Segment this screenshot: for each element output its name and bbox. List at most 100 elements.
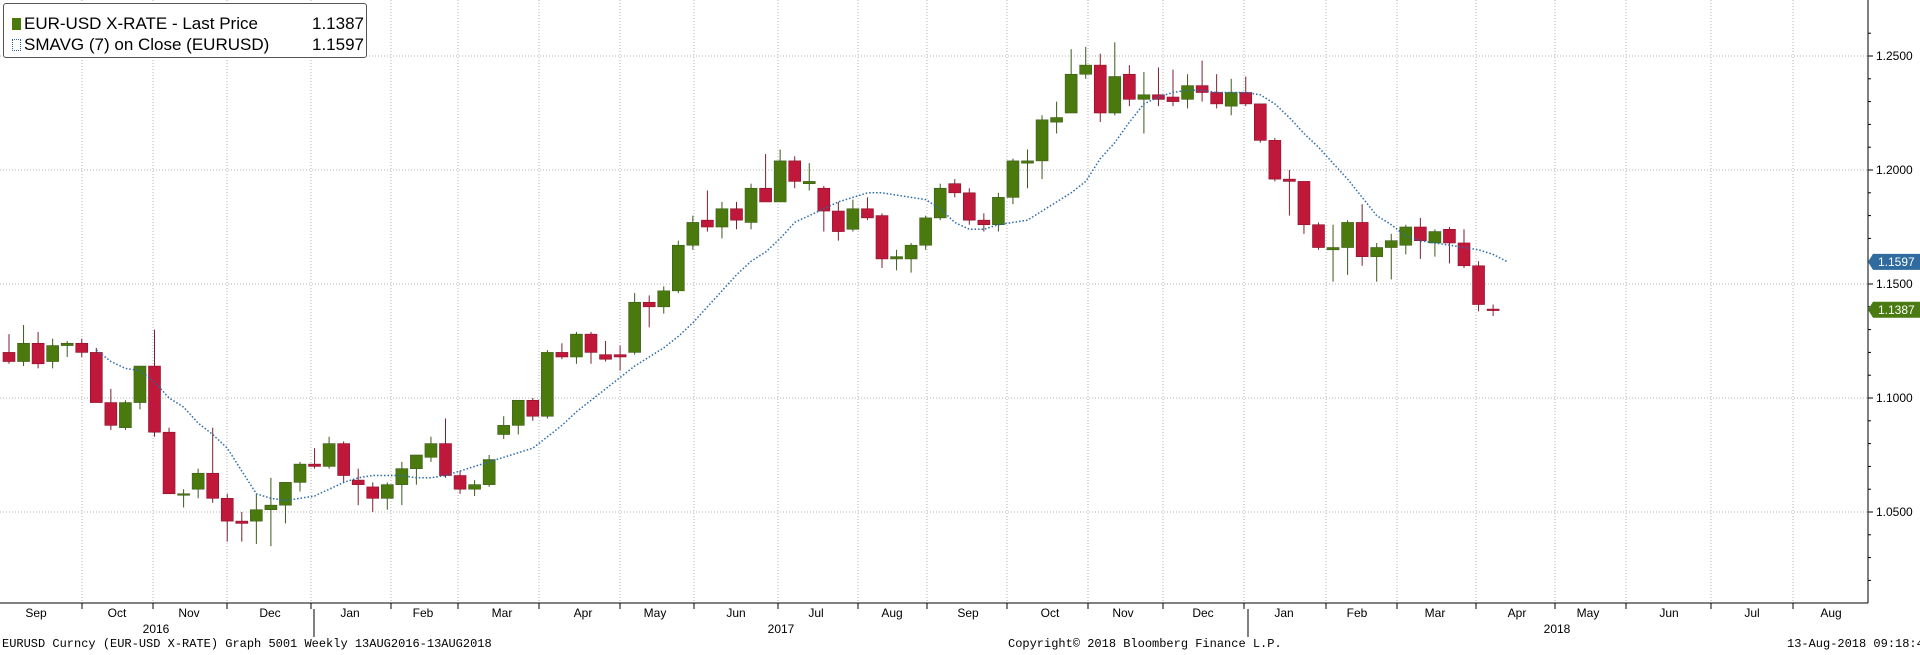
candle: [31, 331, 45, 369]
candle: [715, 201, 729, 239]
candle-body: [250, 509, 263, 522]
candle: [1079, 46, 1092, 79]
candle: [802, 163, 816, 191]
y-tick-label: 1.1500: [1876, 277, 1913, 291]
candle: [977, 213, 991, 232]
candle-body: [555, 352, 569, 358]
price-badges: 1.1597 1.1387: [1868, 253, 1920, 318]
candle: [1050, 101, 1063, 134]
candle: [904, 242, 918, 273]
x-year-label: 2018: [1544, 622, 1571, 636]
y-tick-label: 1.0500: [1876, 505, 1913, 519]
candle: [1297, 181, 1311, 234]
candle-swatch-icon: [12, 18, 21, 30]
legend-series1-value: 1.1387: [312, 14, 364, 33]
candle: [1384, 233, 1398, 280]
candle-body: [1443, 228, 1456, 244]
candle-body: [788, 160, 802, 182]
candle-body: [701, 219, 714, 228]
candle: [380, 482, 394, 510]
candle-body: [308, 463, 321, 467]
candle: [482, 455, 496, 487]
candle-body: [861, 208, 874, 219]
x-year-label: 2017: [768, 622, 795, 636]
candle-body: [1457, 242, 1471, 267]
candle: [1108, 42, 1122, 116]
candle-body: [191, 472, 205, 490]
sma-line: [95, 89, 1509, 502]
x-month-label: Mar: [492, 606, 513, 620]
candle-body: [453, 475, 467, 490]
candle: [75, 338, 89, 357]
candle: [1312, 222, 1325, 250]
candle: [1181, 74, 1194, 109]
candle: [759, 154, 772, 203]
candle: [1486, 304, 1500, 316]
candle: [395, 461, 409, 506]
candle: [992, 192, 1005, 232]
y-tick-label: 1.1000: [1876, 391, 1913, 405]
legend-item-sma: SMAVG (7) on Close (EURUSD) 1.1597: [12, 35, 364, 55]
x-month-label: Apr: [1508, 606, 1527, 620]
candle: [642, 295, 656, 328]
x-month-label: Jun: [1659, 606, 1678, 620]
last-price-badge: 1.1387: [1868, 301, 1920, 318]
candle-body: [1370, 247, 1383, 257]
candle-body: [511, 399, 525, 426]
legend-series2-value: 1.1597: [312, 35, 364, 54]
footer-timestamp: 13-Aug-2018 09:18:47: [1787, 637, 1920, 651]
candle: [1283, 170, 1296, 216]
candle-body: [933, 187, 947, 219]
candle: [424, 436, 438, 462]
candle-body: [846, 208, 860, 230]
candle-body: [31, 342, 45, 365]
candle: [17, 325, 30, 367]
x-month-label: Feb: [413, 606, 434, 620]
candle: [555, 343, 569, 360]
candle-body: [1283, 178, 1296, 182]
candle-body: [337, 443, 350, 476]
candle-body: [410, 454, 423, 469]
candle: [1268, 138, 1282, 182]
candle-body: [613, 354, 627, 358]
candle: [497, 416, 511, 440]
candle-body: [220, 498, 234, 522]
x-month-label: Nov: [178, 606, 199, 620]
candle: [1064, 49, 1078, 114]
candle: [1341, 220, 1354, 275]
candle: [1006, 158, 1020, 205]
candle-body: [1254, 103, 1267, 141]
candle: [890, 249, 903, 271]
candle-body: [1210, 92, 1223, 105]
dotted-line-swatch-icon: [12, 39, 21, 51]
last-price-badge-shape: [1868, 301, 1920, 318]
candle-body: [686, 222, 700, 246]
candle: [1414, 217, 1427, 259]
candle: [875, 213, 889, 269]
candle-body: [1486, 308, 1500, 311]
candle: [279, 482, 292, 524]
candle: [744, 183, 758, 230]
candle: [1355, 204, 1369, 266]
candle: [1254, 103, 1267, 143]
sma-value-badge-shape: [1868, 253, 1920, 270]
x-month-label: Aug: [881, 606, 902, 620]
candle-body: [1428, 231, 1442, 244]
candle: [846, 199, 860, 232]
y-tick-label: 1.2500: [1876, 49, 1913, 63]
sma-value-badge: 1.1597: [1868, 253, 1920, 270]
candle-body: [1064, 73, 1078, 114]
x-month-label: Nov: [1112, 606, 1133, 620]
candle-body: [148, 365, 161, 433]
candle-body: [351, 479, 365, 485]
candle: [453, 470, 467, 494]
x-month-label: Dec: [259, 606, 280, 620]
y-tick-label: 1.2000: [1876, 163, 1913, 177]
candle: [2, 334, 16, 364]
candle: [541, 350, 554, 419]
candle-body: [526, 399, 540, 417]
x-month-label: Feb: [1347, 606, 1368, 620]
candle-body: [642, 301, 656, 308]
candle-body: [177, 493, 190, 496]
candle-body: [46, 345, 59, 362]
